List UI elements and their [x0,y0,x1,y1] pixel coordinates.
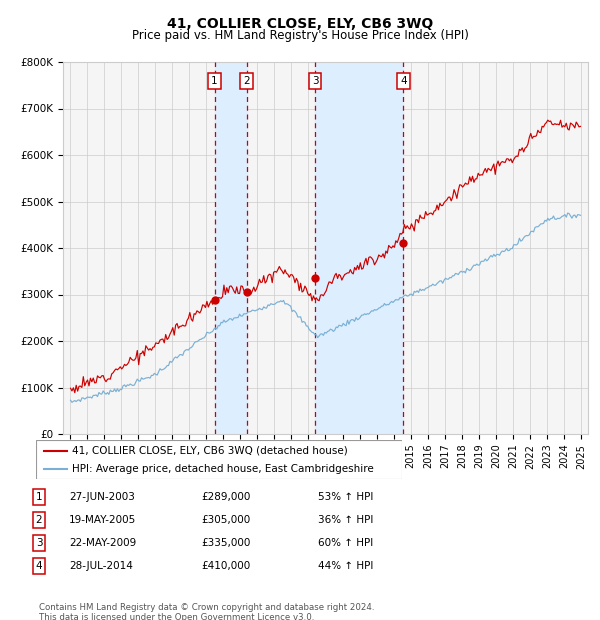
Text: 60% ↑ HPI: 60% ↑ HPI [318,538,373,548]
Text: 2: 2 [35,515,43,525]
Text: 53% ↑ HPI: 53% ↑ HPI [318,492,373,502]
Text: HPI: Average price, detached house, East Cambridgeshire: HPI: Average price, detached house, East… [72,464,374,474]
Text: 28-JUL-2014: 28-JUL-2014 [69,561,133,571]
Text: 4: 4 [400,76,407,86]
Text: 27-JUN-2003: 27-JUN-2003 [69,492,135,502]
Text: 41, COLLIER CLOSE, ELY, CB6 3WQ: 41, COLLIER CLOSE, ELY, CB6 3WQ [167,17,433,31]
Text: 1: 1 [35,492,43,502]
Text: 41, COLLIER CLOSE, ELY, CB6 3WQ (detached house): 41, COLLIER CLOSE, ELY, CB6 3WQ (detache… [72,446,347,456]
Text: 3: 3 [35,538,43,548]
Text: £289,000: £289,000 [201,492,250,502]
Text: 4: 4 [35,561,43,571]
Text: £305,000: £305,000 [201,515,250,525]
Text: 2: 2 [243,76,250,86]
Text: 36% ↑ HPI: 36% ↑ HPI [318,515,373,525]
Text: £410,000: £410,000 [201,561,250,571]
Bar [315,62,403,434]
Text: 3: 3 [312,76,319,86]
Text: Price paid vs. HM Land Registry's House Price Index (HPI): Price paid vs. HM Land Registry's House … [131,29,469,42]
Bar [215,62,247,434]
Text: 44% ↑ HPI: 44% ↑ HPI [318,561,373,571]
Text: 19-MAY-2005: 19-MAY-2005 [69,515,136,525]
Text: 1: 1 [211,76,218,86]
Text: Contains HM Land Registry data © Crown copyright and database right 2024.
This d: Contains HM Land Registry data © Crown c… [39,603,374,620]
Text: 22-MAY-2009: 22-MAY-2009 [69,538,136,548]
Text: £335,000: £335,000 [201,538,250,548]
